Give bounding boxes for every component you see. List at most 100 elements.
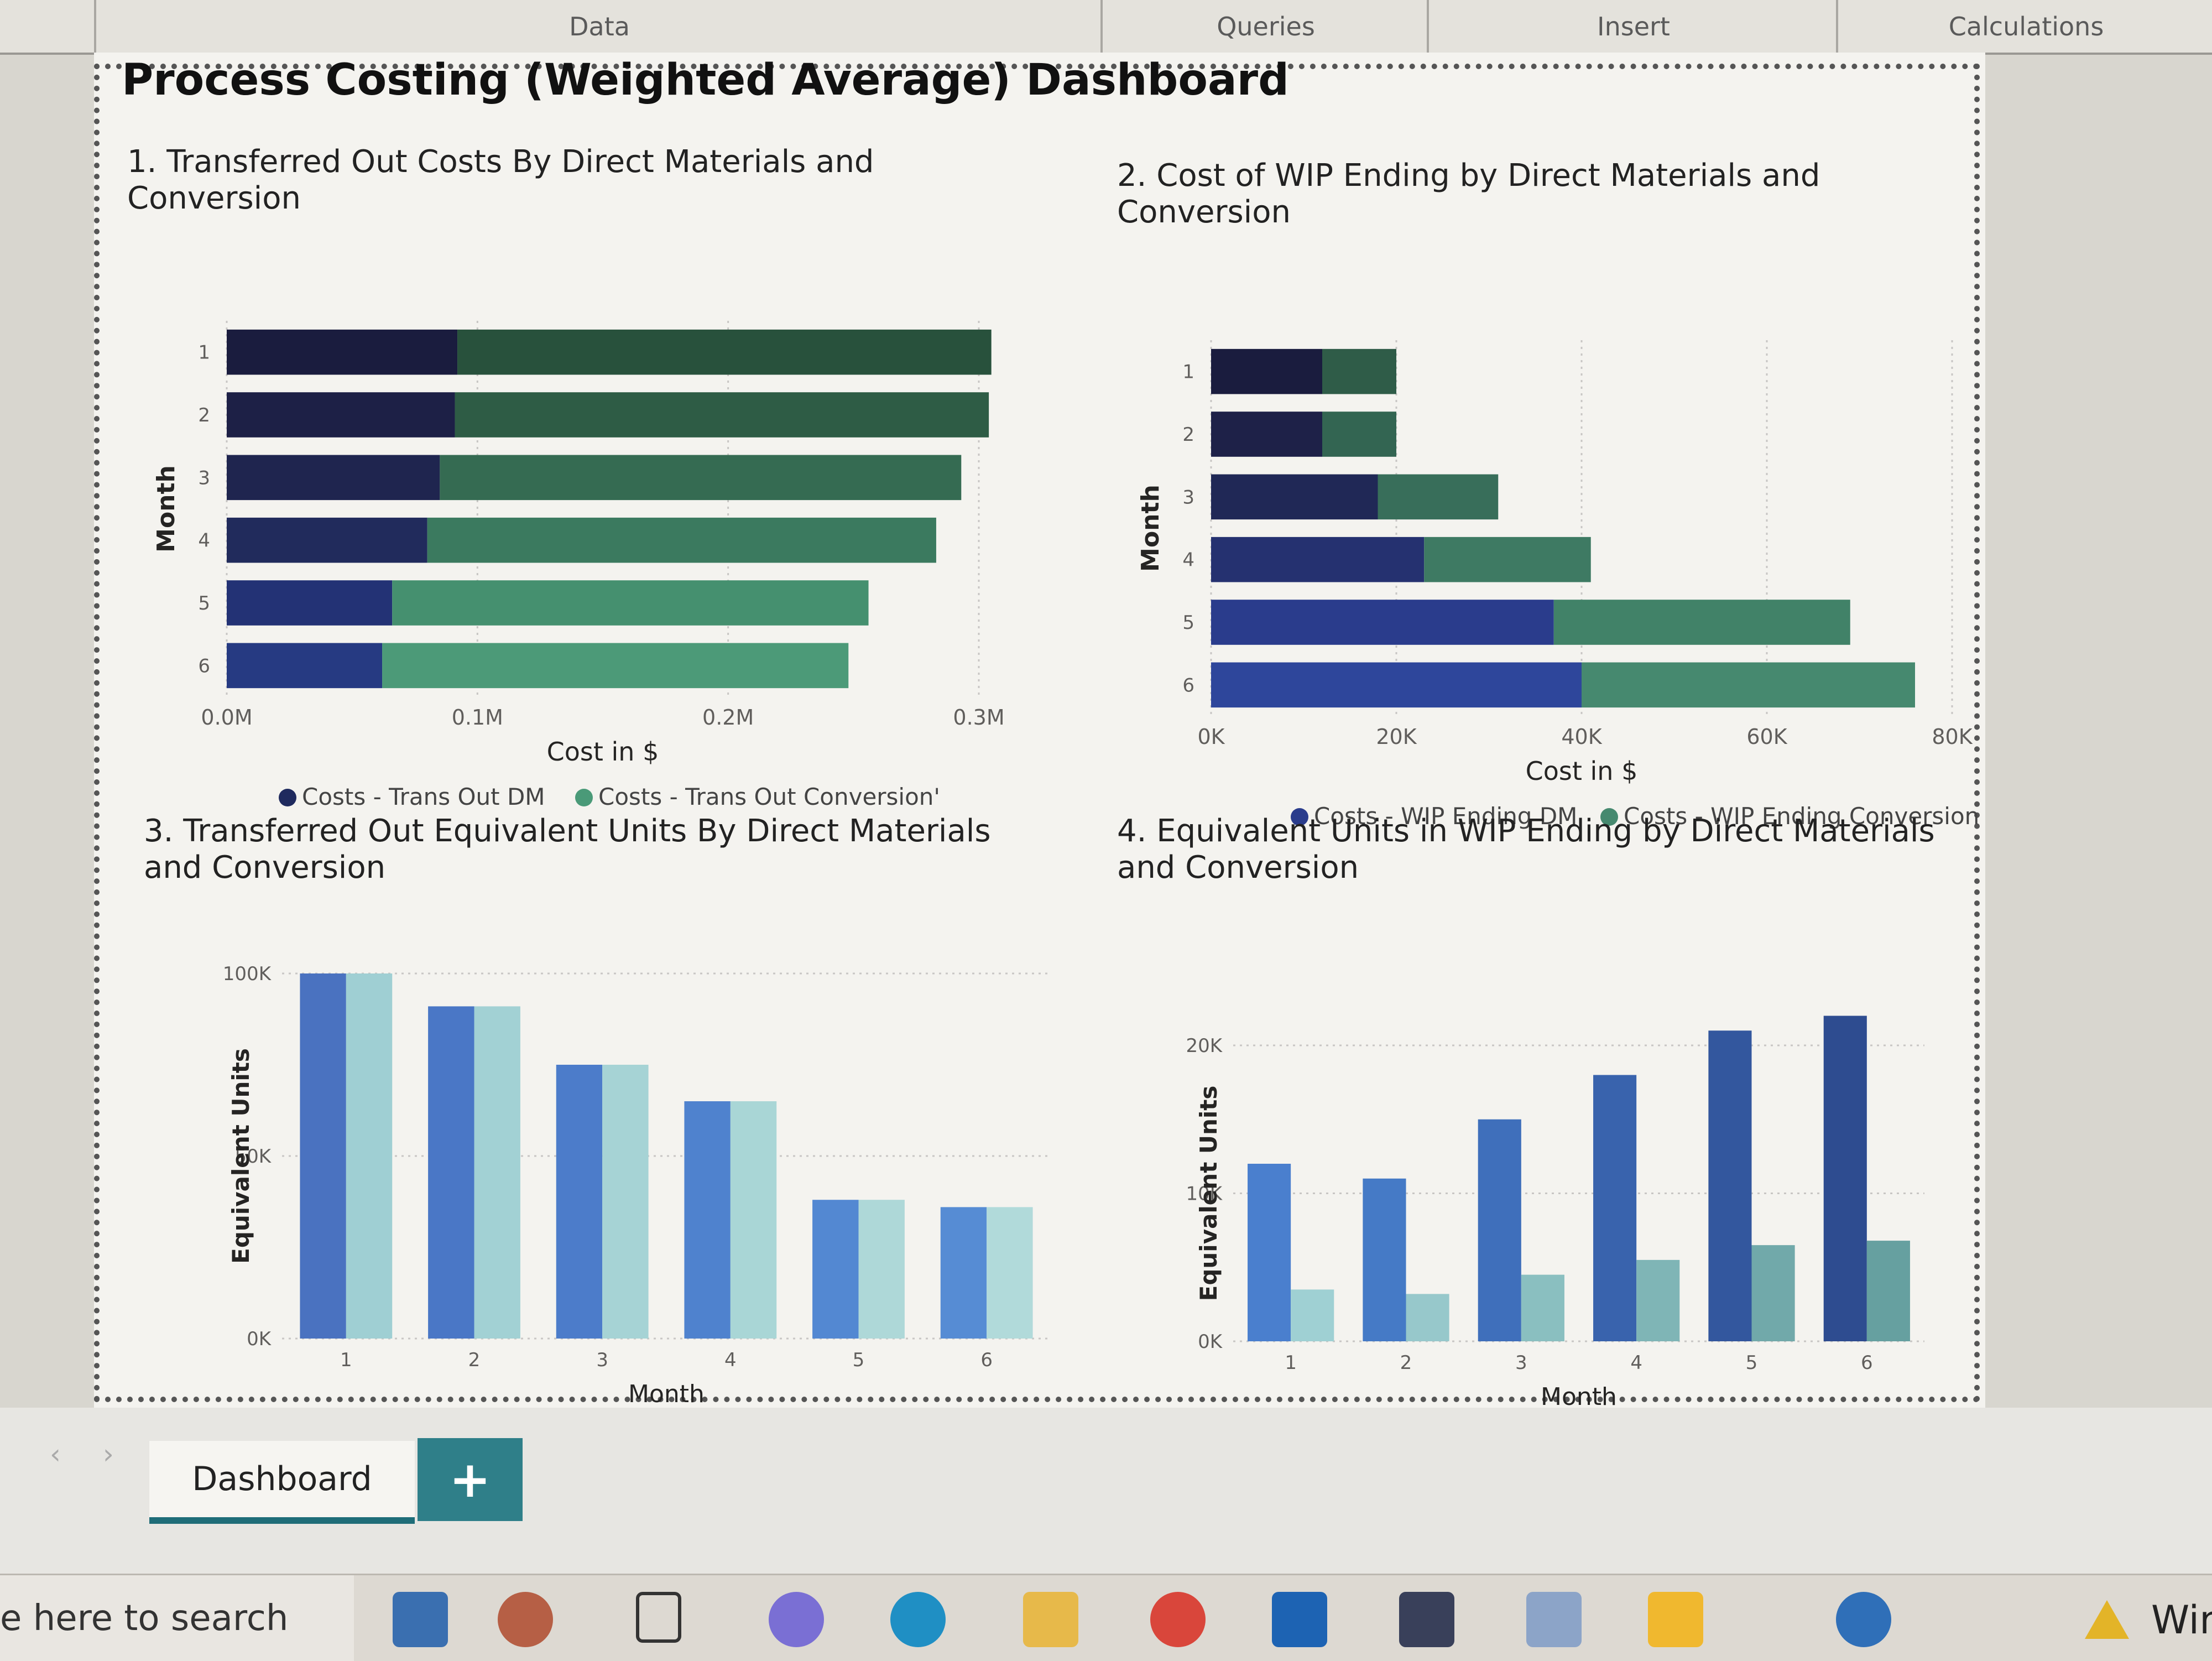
chart-wip-ending-costs[interactable]: 2. Cost of WIP Ending by Direct Material… bbox=[1117, 158, 1980, 838]
y-tick-label: 3 bbox=[198, 467, 210, 489]
basketball-icon[interactable] bbox=[498, 1592, 553, 1647]
x-tick-label: 0K bbox=[1197, 725, 1225, 749]
bar bbox=[1593, 1075, 1637, 1341]
x-tick-label: 0.0M bbox=[201, 705, 252, 730]
legend-label: Costs - WIP Ending DM bbox=[1314, 803, 1577, 830]
y-tick-label: 0K bbox=[247, 1328, 272, 1350]
camera-icon[interactable] bbox=[1526, 1592, 1582, 1647]
legend-marker bbox=[1600, 808, 1618, 826]
bar-segment bbox=[382, 643, 849, 689]
bar-segment bbox=[392, 580, 869, 626]
bar bbox=[1406, 1294, 1449, 1341]
ribbon-tab-calculations[interactable]: Calculations bbox=[1836, 0, 2212, 53]
y-tick-label: 2 bbox=[1182, 424, 1194, 446]
bar bbox=[858, 1200, 905, 1339]
chart-svg: 0K 20K 40K 60K 80K 1 2 3 4 5 6 Cost in $ Month Costs … bbox=[1136, 340, 1979, 830]
copilot-icon[interactable] bbox=[769, 1592, 824, 1647]
x-tick-label: 4 bbox=[724, 1349, 737, 1371]
widgets-icon[interactable] bbox=[393, 1592, 448, 1647]
bar-segment bbox=[1553, 600, 1850, 645]
bar-segment bbox=[440, 455, 962, 501]
y-tick-label: 2 bbox=[198, 404, 210, 426]
y-tick-label: 1 bbox=[1182, 361, 1194, 383]
task-view-icon[interactable] bbox=[636, 1592, 681, 1643]
y-tick-label: 4 bbox=[198, 530, 210, 552]
bar-segment bbox=[1582, 662, 1915, 708]
bar bbox=[1521, 1274, 1564, 1341]
y-tick-label: 3 bbox=[1182, 486, 1194, 508]
bar bbox=[684, 1101, 731, 1339]
bar bbox=[346, 973, 393, 1339]
bar bbox=[1363, 1178, 1406, 1341]
bar bbox=[602, 1065, 649, 1339]
y-tick-label: 6 bbox=[198, 655, 210, 677]
x-axis-title: Month bbox=[1541, 1383, 1617, 1411]
bar-segment bbox=[1211, 537, 1425, 582]
file-explorer-icon[interactable] bbox=[1023, 1592, 1078, 1647]
legend-marker bbox=[279, 789, 296, 806]
bar-segment bbox=[227, 643, 383, 689]
bar-segment bbox=[1378, 474, 1499, 520]
bar bbox=[812, 1200, 859, 1339]
x-axis-title: Cost in $ bbox=[1526, 756, 1638, 786]
bar-segment bbox=[227, 392, 455, 438]
sticky-notes-icon[interactable] bbox=[1399, 1592, 1454, 1647]
x-tick-label: 0.1M bbox=[452, 705, 503, 730]
chrome-icon[interactable] bbox=[1150, 1592, 1206, 1647]
taskbar: e here to search Win bbox=[0, 1574, 2212, 1661]
legend-label: Costs - Trans Out DM bbox=[302, 783, 545, 810]
x-tick-label: 0.2M bbox=[702, 705, 754, 730]
chart-wip-ending-equiv-units[interactable]: 4. Equivalent Units in WIP Ending by Dir… bbox=[1106, 813, 1980, 1449]
y-axis-title: Equivalent Units bbox=[1195, 1086, 1222, 1301]
chart-transferred-out-equiv-units[interactable]: 3. Transferred Out Equivalent Units By D… bbox=[138, 813, 1123, 1446]
y-tick-label: 6 bbox=[1182, 674, 1194, 696]
x-axis-title: Month bbox=[628, 1380, 705, 1408]
ribbon-tab-data[interactable]: Data bbox=[94, 0, 1103, 53]
bar-segment bbox=[1211, 662, 1582, 708]
bar-segment bbox=[1211, 600, 1554, 645]
tray-text: Win bbox=[2151, 1597, 2212, 1643]
chart-title: 1. Transferred Out Costs By Direct Mater… bbox=[127, 144, 874, 216]
add-page-button[interactable]: + bbox=[418, 1438, 523, 1521]
bar bbox=[1636, 1259, 1680, 1341]
bar bbox=[1708, 1030, 1752, 1341]
taskbar-search[interactable]: e here to search bbox=[0, 1575, 354, 1661]
bar-segment bbox=[457, 329, 992, 375]
bar bbox=[730, 1101, 777, 1339]
chart-transferred-out-costs[interactable]: 1. Transferred Out Costs By Direct Mater… bbox=[116, 144, 1112, 824]
x-tick-label: 20K bbox=[1376, 725, 1417, 749]
x-tick-label: 4 bbox=[1630, 1352, 1642, 1374]
y-tick-label: 4 bbox=[1182, 549, 1194, 571]
x-tick-label: 80K bbox=[1932, 725, 1973, 749]
chart-title: 2. Cost of WIP Ending by Direct Material… bbox=[1117, 158, 1820, 230]
y-tick-label: 1 bbox=[198, 342, 210, 364]
bar-segment bbox=[227, 517, 427, 563]
bar bbox=[1291, 1289, 1334, 1341]
bar bbox=[300, 973, 346, 1339]
bar-segment bbox=[227, 455, 440, 501]
help-icon[interactable] bbox=[1836, 1592, 1891, 1647]
page-nav-arrows[interactable]: ‹ › bbox=[50, 1438, 131, 1470]
x-tick-label: 60K bbox=[1746, 725, 1787, 749]
report-frame bbox=[94, 64, 1980, 1402]
legend-label: Costs - Trans Out Conversion' bbox=[598, 783, 940, 810]
chart-title: 3. Transferred Out Equivalent Units By D… bbox=[144, 813, 991, 886]
y-tick-label: 0K bbox=[1198, 1331, 1223, 1353]
page-tab-dashboard[interactable]: Dashboard bbox=[149, 1441, 415, 1524]
y-tick-label: 10K bbox=[1186, 1183, 1223, 1205]
ribbon-tab-queries[interactable]: Queries bbox=[1100, 0, 1429, 53]
ribbon: Data Queries Insert Calculations bbox=[0, 0, 2212, 55]
y-axis-title: Month bbox=[152, 465, 180, 553]
outlook-icon[interactable] bbox=[1272, 1592, 1327, 1647]
bar-segment bbox=[1211, 412, 1322, 457]
edge-icon[interactable] bbox=[890, 1592, 946, 1647]
warning-icon[interactable] bbox=[2079, 1592, 2135, 1647]
bar bbox=[1478, 1119, 1521, 1341]
power-bi-icon[interactable] bbox=[1648, 1592, 1703, 1647]
ribbon-tab-insert[interactable]: Insert bbox=[1427, 0, 1838, 53]
legend-marker bbox=[575, 789, 593, 806]
y-axis-title: Equivalent Units bbox=[227, 1048, 254, 1264]
y-axis-title: Month bbox=[1136, 485, 1165, 572]
bar bbox=[940, 1207, 987, 1339]
